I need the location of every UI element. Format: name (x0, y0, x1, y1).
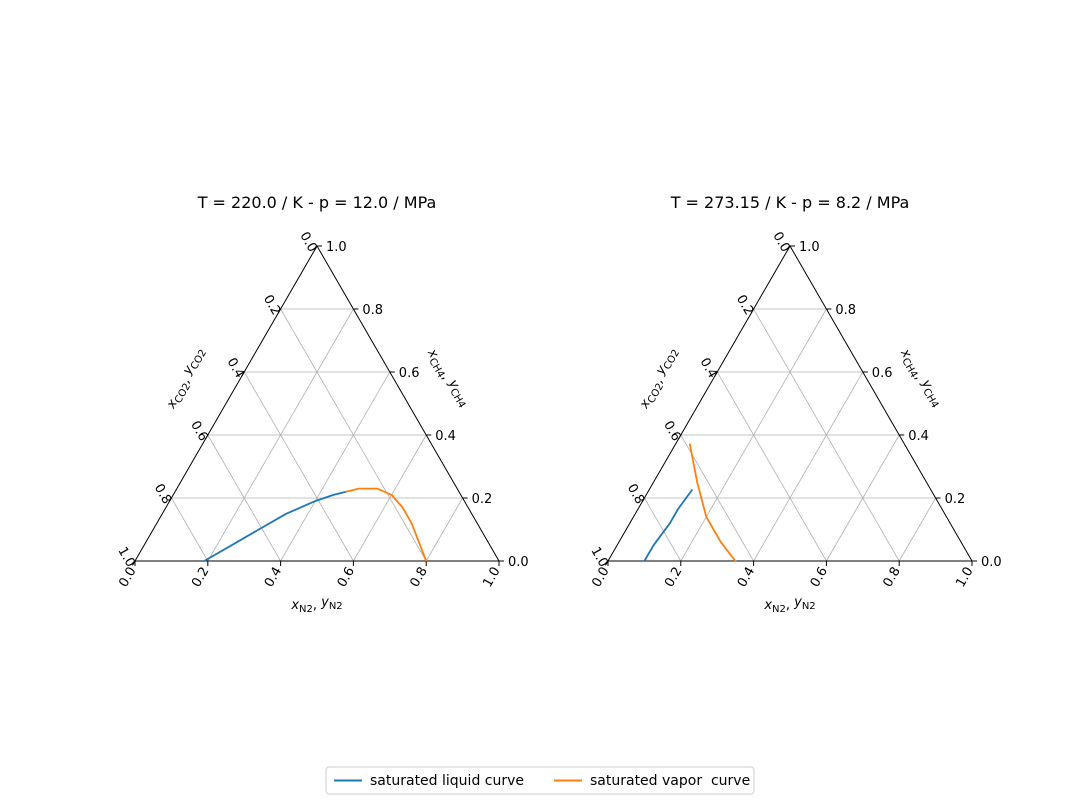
tick-label-bottom: 1.0 (480, 565, 503, 590)
tick-label-bottom: 0.8 (881, 565, 904, 590)
tick-mark-left (168, 497, 172, 503)
tick-mark-left (641, 497, 645, 503)
tick-label-left: 0.2 (260, 293, 283, 318)
triangle-outline (607, 245, 973, 562)
tick-label-bottom: 0.2 (189, 565, 212, 590)
triangle-frame (134, 245, 500, 562)
tick-label-left: 0.6 (187, 419, 210, 444)
ternary-panel-2: T = 273.15 / K - p = 8.2 / MPa 0.0 0.0 0.0… (587, 193, 1001, 615)
legend-frame (325, 766, 755, 795)
tick-mark-left (750, 308, 755, 314)
tick-mark-left (677, 434, 682, 440)
saturated-vapor-curve (689, 443, 737, 562)
tick-mark-left (241, 371, 245, 377)
tick-label-left: 1.0 (587, 545, 610, 570)
tick-label-bottom: 0.6 (808, 565, 831, 590)
axis-label-bottom: xN2, yN2 (763, 595, 815, 615)
grid-line (753, 371, 864, 562)
tick-label-bottom: 0.0 (589, 565, 612, 590)
tick-label-left: 0.2 (733, 293, 756, 318)
grid-line (171, 497, 209, 562)
axis-label-right: xCH4, yCH4 (422, 344, 473, 412)
grid-line (644, 497, 682, 562)
tick-label-right: 0.2 (472, 492, 493, 507)
tick-label-right: 0.4 (908, 429, 929, 444)
triangle-frame (607, 245, 973, 562)
axis-label-left: xCO2, yCO2 (634, 345, 685, 413)
grid-line (716, 371, 827, 562)
legend-label-liquid: saturated liquid curve (370, 773, 524, 789)
grid-line (826, 434, 900, 562)
tick-label-right: 1.0 (326, 240, 347, 255)
grid-lines (171, 308, 463, 562)
tick-mark-left (605, 560, 609, 566)
tick-label-right: 1.0 (799, 240, 820, 255)
grid-line (280, 371, 391, 562)
tick-label-left: 0.6 (660, 419, 683, 444)
tick-label-bottom: 0.6 (335, 565, 358, 590)
saturated-liquid-curve (643, 489, 693, 562)
legend-label-vapor: saturated vapor curve (590, 773, 750, 789)
tick-mark-left (714, 371, 718, 377)
tick-label-bottom: 0.2 (662, 565, 685, 590)
tick-label-left: 0.4 (224, 356, 247, 381)
tick-mark-left (204, 434, 209, 440)
tick-label-right: 0.0 (508, 555, 529, 570)
tick-label-left: 0.4 (697, 356, 720, 381)
tick-label-bottom: 0.4 (262, 565, 285, 590)
tick-label-left: 0.0 (769, 230, 792, 255)
tick-mark-left (277, 308, 282, 314)
triangle-outline (134, 245, 500, 562)
series-layer (203, 487, 428, 562)
tick-mark-left (787, 245, 791, 251)
grid-line (425, 497, 463, 562)
grid-line (243, 371, 354, 562)
grid-lines (644, 308, 936, 562)
tick-label-bottom: 0.0 (116, 565, 139, 590)
grid-line (207, 434, 281, 562)
series-layer (643, 443, 737, 562)
tick-label-bottom: 0.4 (735, 565, 758, 590)
tick-label-left: 0.8 (151, 482, 174, 507)
tick-label-right: 0.8 (835, 303, 856, 318)
tick-label-left: 1.0 (114, 545, 137, 570)
tick-mark-left (314, 245, 318, 251)
grid-line (898, 497, 936, 562)
axis-label-right: xCH4, yCH4 (895, 344, 946, 412)
tick-label-right: 0.6 (872, 366, 893, 381)
tick-label-bottom: 0.8 (408, 565, 431, 590)
chart-title: T = 273.15 / K - p = 8.2 / MPa (670, 193, 910, 212)
tick-label-bottom: 1.0 (953, 565, 976, 590)
chart-title: T = 220.0 / K - p = 12.0 / MPa (197, 193, 437, 212)
tick-label-right: 0.6 (399, 366, 420, 381)
tick-label-right: 0.2 (945, 492, 966, 507)
axis-label-bottom: xN2, yN2 (290, 595, 342, 615)
saturated-liquid-curve (203, 490, 348, 562)
saturated-vapor-curve (345, 487, 428, 562)
tick-label-left: 0.0 (296, 230, 319, 255)
tick-label-right: 0.0 (981, 555, 1002, 570)
tick-label-left: 0.8 (624, 482, 647, 507)
tick-label-right: 0.8 (362, 303, 383, 318)
axis-label-left: xCO2, yCO2 (161, 345, 212, 413)
tick-mark-left (132, 560, 136, 566)
tick-label-right: 0.4 (435, 429, 456, 444)
legend: saturated liquid curve saturated vapor c… (325, 766, 755, 795)
ternary-panel-1: T = 220.0 / K - p = 12.0 / MPa 0.0 0.0 0.0… (114, 193, 528, 615)
grid-line (353, 434, 427, 562)
